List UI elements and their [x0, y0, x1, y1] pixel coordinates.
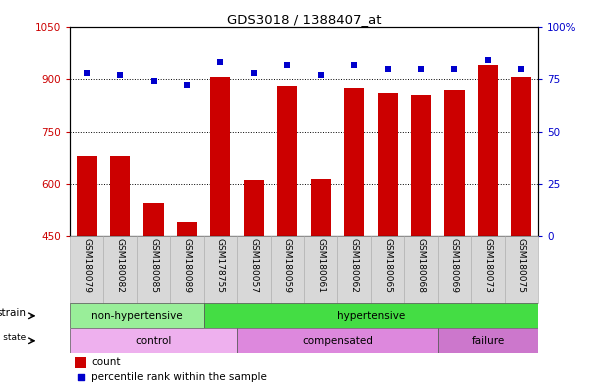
Text: GSM180073: GSM180073: [483, 238, 492, 293]
Bar: [70, 328, 237, 353]
Text: GSM180075: GSM180075: [517, 238, 526, 293]
Point: [383, 66, 393, 72]
Bar: [143, 203, 164, 236]
Bar: [438, 328, 538, 353]
Point: [483, 57, 493, 63]
Bar: [337, 236, 371, 303]
Point: [182, 83, 192, 89]
Bar: [177, 222, 197, 236]
Bar: [344, 88, 364, 236]
Point: [349, 61, 359, 68]
Bar: [511, 78, 531, 236]
Text: non-hypertensive: non-hypertensive: [91, 311, 182, 321]
Bar: [210, 78, 230, 236]
Text: GSM180068: GSM180068: [416, 238, 426, 293]
Text: GSM180085: GSM180085: [149, 238, 158, 293]
Bar: [505, 236, 538, 303]
Bar: [103, 236, 137, 303]
Bar: [471, 236, 505, 303]
Point: [316, 72, 326, 78]
Text: GSM180062: GSM180062: [350, 238, 359, 293]
Bar: [110, 156, 130, 236]
Bar: [411, 95, 431, 236]
Text: strain: strain: [0, 308, 27, 318]
Point: [282, 61, 292, 68]
Bar: [204, 236, 237, 303]
Text: GSM180061: GSM180061: [316, 238, 325, 293]
Point: [215, 60, 225, 66]
Text: GSM180057: GSM180057: [249, 238, 258, 293]
Bar: [137, 236, 170, 303]
Bar: [237, 236, 271, 303]
Text: hypertensive: hypertensive: [337, 311, 405, 321]
Point: [449, 66, 460, 72]
Text: disease state: disease state: [0, 333, 27, 341]
Bar: [204, 303, 538, 328]
Bar: [378, 93, 398, 236]
Point: [81, 70, 91, 76]
Text: compensated: compensated: [302, 336, 373, 346]
Text: GSM180079: GSM180079: [82, 238, 91, 293]
Text: GSM180082: GSM180082: [116, 238, 125, 293]
Bar: [70, 236, 103, 303]
Text: GSM178755: GSM178755: [216, 238, 225, 293]
Point: [148, 78, 158, 84]
Bar: [404, 236, 438, 303]
Bar: [77, 156, 97, 236]
Text: percentile rank within the sample: percentile rank within the sample: [91, 372, 267, 382]
Bar: [444, 90, 465, 236]
Bar: [271, 236, 304, 303]
Bar: [277, 86, 297, 236]
Text: control: control: [136, 336, 171, 346]
Point: [115, 72, 125, 78]
Text: GSM180065: GSM180065: [383, 238, 392, 293]
Text: GSM180089: GSM180089: [182, 238, 192, 293]
Point: [76, 374, 86, 380]
Point: [416, 66, 426, 72]
Bar: [478, 65, 498, 236]
Bar: [75, 357, 86, 368]
Text: count: count: [91, 358, 120, 367]
Bar: [371, 236, 404, 303]
Bar: [304, 236, 337, 303]
Bar: [70, 303, 204, 328]
Bar: [237, 328, 438, 353]
Text: GSM180069: GSM180069: [450, 238, 459, 293]
Bar: [170, 236, 204, 303]
Bar: [311, 179, 331, 236]
Bar: [244, 180, 264, 236]
Point: [249, 70, 259, 76]
Point: [517, 66, 527, 72]
Title: GDS3018 / 1388407_at: GDS3018 / 1388407_at: [227, 13, 381, 26]
Text: failure: failure: [471, 336, 505, 346]
Text: GSM180059: GSM180059: [283, 238, 292, 293]
Bar: [438, 236, 471, 303]
